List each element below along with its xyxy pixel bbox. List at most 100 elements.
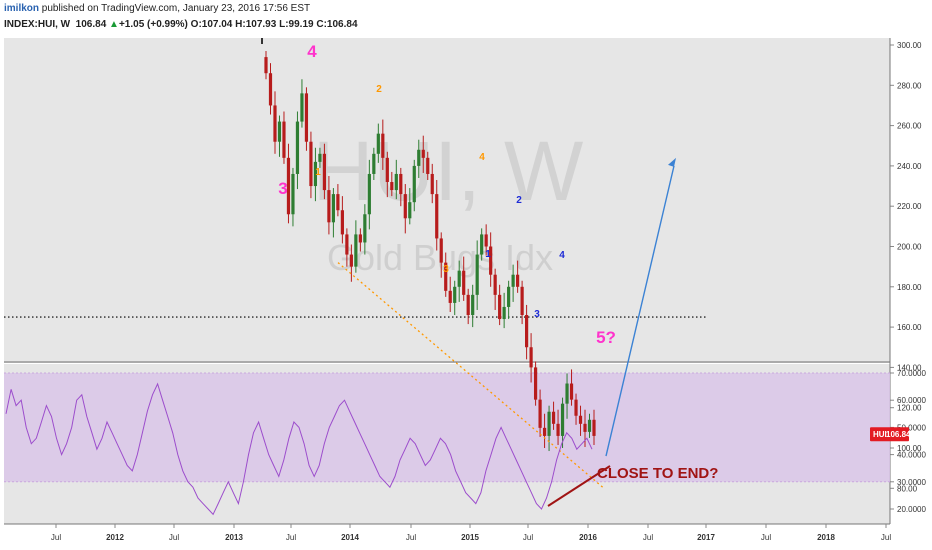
candle-body (408, 202, 412, 219)
candle-body (358, 234, 362, 243)
rsi-trend-annotation[interactable] (547, 465, 611, 507)
time-tick-label: Jul (286, 533, 296, 542)
candle-body (592, 419, 596, 436)
wave-label: 3 (534, 309, 540, 320)
rsi-tick-label: 70.0000 (897, 369, 926, 378)
price-tick-label: 220.00 (897, 202, 922, 211)
wave-label: 2 (376, 84, 382, 95)
candle-body (309, 141, 313, 187)
time-tick-label: 2014 (341, 533, 359, 542)
wave-label: 5? (596, 328, 616, 347)
rsi-overbought-oversold-band (4, 373, 890, 482)
candle-body (533, 367, 538, 400)
candle-body (587, 419, 592, 432)
candle-body (372, 153, 376, 174)
candle-body (430, 173, 434, 195)
candle-body (547, 411, 551, 436)
open-label: O: (190, 19, 202, 30)
open-value: 107.04 (201, 19, 233, 30)
close-label: C: (316, 19, 327, 30)
candle-body (376, 133, 380, 154)
candle-body (318, 153, 322, 162)
price-tick-label: 160.00 (897, 323, 922, 332)
candle-body (439, 238, 443, 263)
candle-body (354, 234, 358, 267)
symbol-label[interactable]: INDEX:HUI, W (4, 19, 71, 30)
candle-body (336, 194, 340, 211)
candle-body (475, 254, 479, 295)
candle-body (300, 93, 304, 122)
candle-body (507, 286, 511, 307)
candle-body (538, 399, 542, 428)
price-tick-label: 200.00 (897, 243, 922, 252)
time-tick-label: 2015 (461, 533, 479, 542)
candle-body (381, 133, 385, 158)
rsi-tick-label: 50.0000 (897, 423, 926, 432)
candle-body (529, 347, 533, 368)
candle-body (385, 157, 389, 183)
candle-body (282, 121, 286, 158)
time-tick-label: 2012 (106, 533, 124, 542)
low-value: 99.19 (288, 19, 314, 30)
candle-body (349, 254, 353, 267)
price-panel-background[interactable] (4, 38, 890, 361)
time-tick-label: 2013 (225, 533, 243, 542)
candle-body (421, 149, 425, 158)
rsi-tick-label: 30.0000 (897, 478, 926, 487)
candle-body (516, 274, 520, 287)
price-tag-value: 106.84 (886, 430, 911, 439)
price-tick-label: 80.00 (897, 484, 918, 493)
time-tick-label: Jul (51, 533, 61, 542)
candle-body (264, 57, 268, 74)
candle-body (556, 423, 560, 436)
candle-body (412, 165, 416, 203)
author-name[interactable]: imilkon (4, 3, 40, 14)
candle-body (304, 93, 309, 142)
rsi-line[interactable] (5, 382, 593, 516)
price-tag-symbol: HUI (873, 430, 887, 439)
candle-body (466, 294, 470, 316)
candle-body (291, 173, 295, 215)
candle-body (457, 270, 461, 287)
candle-body (399, 173, 403, 195)
time-tick-label: 2018 (817, 533, 835, 542)
published-text: published on TradingView.com, January 23… (41, 3, 311, 14)
candle-body (448, 290, 452, 303)
close-to-end-label: CLOSE TO END? (597, 465, 718, 482)
candle-body (363, 214, 367, 243)
time-tick-label: Jul (881, 533, 891, 542)
candle-body (525, 315, 529, 348)
candle-body (403, 194, 407, 219)
candle-body (273, 105, 277, 142)
projection-arrow-line[interactable] (605, 165, 675, 457)
price-tick-label: 300.00 (897, 41, 922, 50)
wave-label: 2 (516, 195, 522, 206)
price-tick-label: 260.00 (897, 122, 922, 131)
candle-body (480, 234, 484, 255)
candle-body (444, 262, 448, 291)
wave-label: 1 (315, 167, 321, 178)
candle-body (453, 286, 457, 303)
price-tag-box (870, 427, 909, 442)
time-tick-label: Jul (406, 533, 416, 542)
price-change: +1.05 (+0.99%) (118, 19, 188, 30)
wave-label: 1 (485, 249, 491, 260)
candle-body (542, 427, 547, 436)
candle-body (574, 399, 578, 416)
candle-body (489, 246, 493, 275)
candle-body (277, 121, 282, 142)
candle-body (569, 383, 574, 400)
candle-body (498, 294, 502, 320)
candle-body (551, 411, 556, 424)
low-label: L: (279, 19, 289, 30)
candle-body (268, 73, 273, 106)
time-tick-label: Jul (169, 533, 179, 542)
candle-body (493, 274, 497, 295)
candle-body (426, 157, 430, 174)
time-tick-label: Jul (523, 533, 533, 542)
price-tick-label: 100.00 (897, 444, 922, 453)
wave-label: 4 (559, 250, 565, 261)
candle-body (511, 274, 515, 287)
